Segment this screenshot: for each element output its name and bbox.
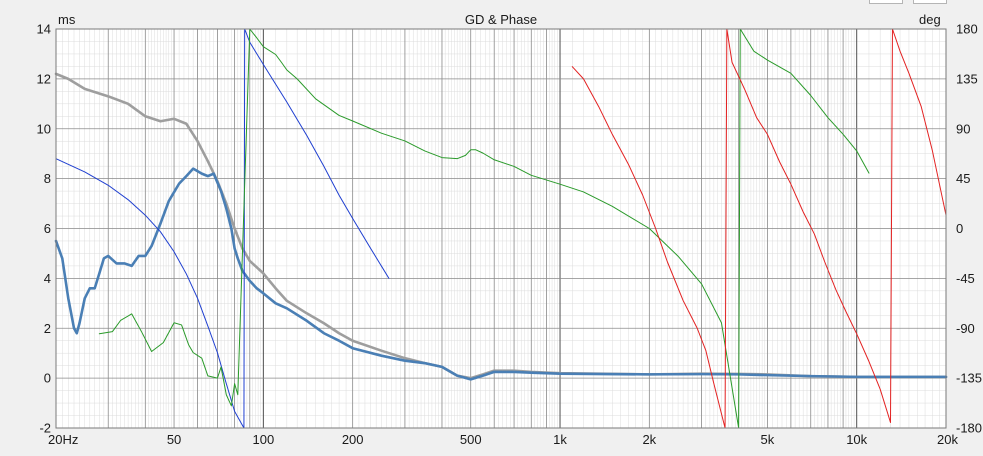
series-line-4 (98, 28, 870, 429)
y-left-tick-label: 6 (44, 221, 51, 236)
x-tick-label: 50 (167, 432, 181, 447)
plot-border (55, 28, 947, 429)
right-axis-ticks: -180 -135 -90 -45 0 45 90 135 180 (956, 22, 982, 436)
x-tick-label: 1k (553, 432, 567, 447)
y-right-tick-label: -180 (956, 421, 982, 436)
y-right-tick-label: -45 (956, 271, 975, 286)
y-right-tick-label: 45 (956, 171, 970, 186)
x-tick-label: 5k (761, 432, 775, 447)
x-tick-label: 100 (253, 432, 275, 447)
series-line-5 (571, 28, 947, 429)
y-right-tick-label: 0 (956, 221, 963, 236)
y-right-tick-label: -135 (956, 371, 982, 386)
left-axis-unit: ms (58, 12, 76, 27)
y-left-tick-label: 8 (44, 171, 51, 186)
x-tick-label: 2k (642, 432, 656, 447)
chart-title: GD & Phase (465, 12, 537, 27)
series-line-3 (55, 28, 390, 429)
x-tick-label: 500 (460, 432, 482, 447)
y-left-tick-label: 4 (44, 271, 51, 286)
y-right-tick-label: 135 (956, 71, 978, 86)
x-axis-ticks: 20Hz 50 100 200 500 1k 2k 5k 10k 20k (48, 432, 958, 447)
y-left-tick-label: 2 (44, 321, 51, 336)
x-tick-label: 20Hz (48, 432, 78, 447)
left-axis-ticks: -2 0 2 4 6 8 10 12 14 (37, 22, 51, 436)
y-left-tick-label: 0 (44, 371, 51, 386)
y-left-tick-label: -2 (39, 421, 51, 436)
y-right-tick-label: 180 (956, 22, 978, 37)
x-tick-label: 20k (937, 432, 958, 447)
series-line-2 (54, 167, 948, 381)
y-left-tick-label: 14 (37, 22, 51, 37)
toolbar-button-left[interactable] (869, 0, 903, 4)
x-tick-label: 200 (342, 432, 364, 447)
y-left-tick-label: 10 (37, 121, 51, 136)
y-left-tick-label: 12 (37, 71, 51, 86)
y-right-tick-label: 90 (956, 121, 970, 136)
series-layer (54, 28, 948, 429)
right-axis-unit: deg (919, 12, 941, 27)
y-right-tick-label: -90 (956, 321, 975, 336)
x-tick-label: 10k (846, 432, 867, 447)
toolbar-button-right[interactable] (913, 0, 947, 4)
